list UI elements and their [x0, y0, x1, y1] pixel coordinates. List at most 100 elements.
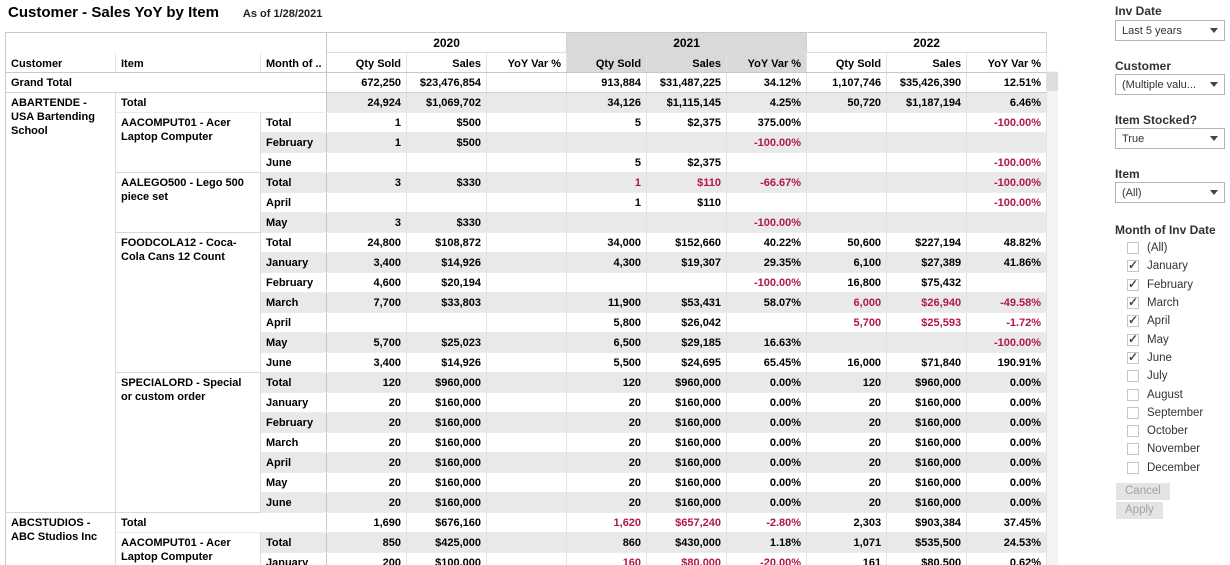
value-cell: 1,620 — [566, 512, 648, 533]
customer-column-header[interactable]: Customer — [5, 52, 116, 73]
value-cell: 20 — [806, 412, 888, 433]
year-header-2020: 2020 — [326, 32, 568, 53]
value-cell: $80,000 — [646, 552, 728, 565]
year-header-2022: 2022 — [806, 32, 1048, 53]
value-cell — [486, 492, 568, 513]
month-option-label: June — [1147, 351, 1172, 364]
value-cell: 0.00% — [966, 392, 1048, 413]
value-cell: -2.80% — [726, 512, 808, 533]
customer-dropdown[interactable]: (Multiple valu... — [1115, 74, 1225, 95]
value-cell: $24,695 — [646, 352, 728, 373]
cancel-button[interactable]: Cancel — [1116, 483, 1170, 500]
value-cell: 5 — [566, 112, 648, 133]
month-checkbox-november[interactable] — [1127, 443, 1139, 456]
value-cell — [886, 212, 968, 233]
filter-buttons: Cancel Apply — [1116, 481, 1227, 519]
month-checkbox-july[interactable] — [1127, 370, 1139, 383]
month-column-header[interactable]: Month of .. — [260, 52, 328, 73]
measure-header-qty-2020[interactable]: Qty Sold — [326, 52, 408, 73]
table-row: April 1 $110 -100.00% — [6, 192, 1048, 213]
month-checkbox-may[interactable] — [1127, 332, 1139, 346]
item-cell: SPECIALORD - Special or custom order — [115, 372, 261, 513]
value-cell: 120 — [326, 372, 408, 393]
value-cell: 0.00% — [726, 472, 808, 493]
value-cell — [486, 552, 568, 565]
value-cell: 160 — [566, 552, 648, 565]
table-row: June 20 $160,000 20 $160,000 0.00% 20 $160,000 0… — [6, 492, 1048, 513]
measure-header-qty-2022[interactable]: Qty Sold — [806, 52, 888, 73]
vertical-scrollbar[interactable] — [1047, 71, 1058, 565]
apply-button[interactable]: Apply — [1116, 502, 1163, 519]
month-checkbox-september[interactable] — [1127, 406, 1139, 419]
value-cell: 20 — [566, 392, 648, 413]
measure-header-yoy-2022[interactable]: YoY Var % — [966, 52, 1048, 73]
item-column-header[interactable]: Item — [115, 52, 261, 73]
value-cell: $26,042 — [646, 312, 728, 333]
month-checkbox-all[interactable] — [1127, 242, 1139, 255]
measure-header-yoy-2020[interactable]: YoY Var % — [486, 52, 568, 73]
value-cell: $80,500 — [886, 552, 968, 565]
value-cell: 120 — [806, 372, 888, 393]
measure-header-sales-2020[interactable]: Sales — [406, 52, 488, 73]
table-row: May 3 $330 -100.00% — [6, 212, 1048, 233]
month-option-row: February — [1115, 276, 1227, 294]
value-cell: $500 — [406, 112, 488, 133]
value-cell: 24,924 — [326, 92, 408, 113]
value-cell: 48.82% — [966, 232, 1048, 253]
measure-header-sales-2021[interactable]: Sales — [646, 52, 728, 73]
value-cell — [886, 132, 968, 153]
month-checkbox-march[interactable] — [1127, 295, 1139, 310]
month-checkbox-june[interactable] — [1127, 350, 1139, 364]
value-cell: 1,071 — [806, 532, 888, 553]
value-cell: 40.22% — [726, 232, 808, 253]
value-cell: 190.91% — [966, 352, 1048, 373]
month-checkbox-january[interactable] — [1127, 258, 1139, 273]
value-cell: 5,800 — [566, 312, 648, 333]
scrollbar-thumb[interactable] — [1047, 72, 1058, 91]
table-row: June 5 $2,375 -100.00% — [6, 152, 1048, 173]
item-dropdown[interactable]: (All) — [1115, 182, 1225, 203]
chevron-down-icon — [1210, 136, 1218, 141]
value-cell — [726, 152, 808, 173]
month-cell: Total — [260, 172, 328, 193]
month-option-label: March — [1147, 297, 1179, 310]
value-cell: 200 — [326, 552, 408, 565]
inv-date-dropdown[interactable]: Last 5 years — [1115, 20, 1225, 41]
value-cell — [486, 452, 568, 473]
value-cell: $430,000 — [646, 532, 728, 553]
item-stocked-dropdown[interactable]: True — [1115, 128, 1225, 149]
customer-cell: ABARTENDE - USA Bartending School — [5, 92, 116, 513]
value-cell: $20,194 — [406, 272, 488, 293]
month-cell: February — [260, 272, 328, 293]
month-option-row: December — [1115, 459, 1227, 477]
value-cell: $960,000 — [646, 372, 728, 393]
value-cell — [486, 132, 568, 153]
customer-total-label: Total — [115, 92, 328, 113]
value-cell: $110 — [646, 172, 728, 193]
month-checkbox-april[interactable] — [1127, 313, 1139, 328]
value-cell: 161 — [806, 552, 888, 565]
measure-header-sales-2022[interactable]: Sales — [886, 52, 968, 73]
month-checkbox-december[interactable] — [1127, 461, 1139, 474]
value-cell: $657,240 — [646, 512, 728, 533]
month-checkbox-october[interactable] — [1127, 425, 1139, 438]
value-cell: 50,720 — [806, 92, 888, 113]
table-row: May 5,700 $25,023 6,500 $29,185 16.63% -100.00… — [6, 332, 1048, 353]
value-cell — [806, 332, 888, 353]
value-cell — [806, 152, 888, 173]
measure-header-qty-2021[interactable]: Qty Sold — [566, 52, 648, 73]
value-cell: -49.58% — [966, 292, 1048, 313]
value-cell: 7,700 — [326, 292, 408, 313]
value-cell — [486, 312, 568, 333]
measure-header-yoy-2021[interactable]: YoY Var % — [726, 52, 808, 73]
month-cell: June — [260, 492, 328, 513]
month-option-row: August — [1115, 385, 1227, 403]
value-cell: 58.07% — [726, 292, 808, 313]
month-checkbox-august[interactable] — [1127, 388, 1139, 401]
value-cell — [486, 392, 568, 413]
item-cell: AACOMPUT01 - Acer Laptop Computer — [115, 532, 261, 565]
value-cell — [806, 132, 888, 153]
month-checkbox-february[interactable] — [1127, 277, 1139, 291]
value-cell: $1,187,194 — [886, 92, 968, 113]
value-cell: 4,600 — [326, 272, 408, 293]
